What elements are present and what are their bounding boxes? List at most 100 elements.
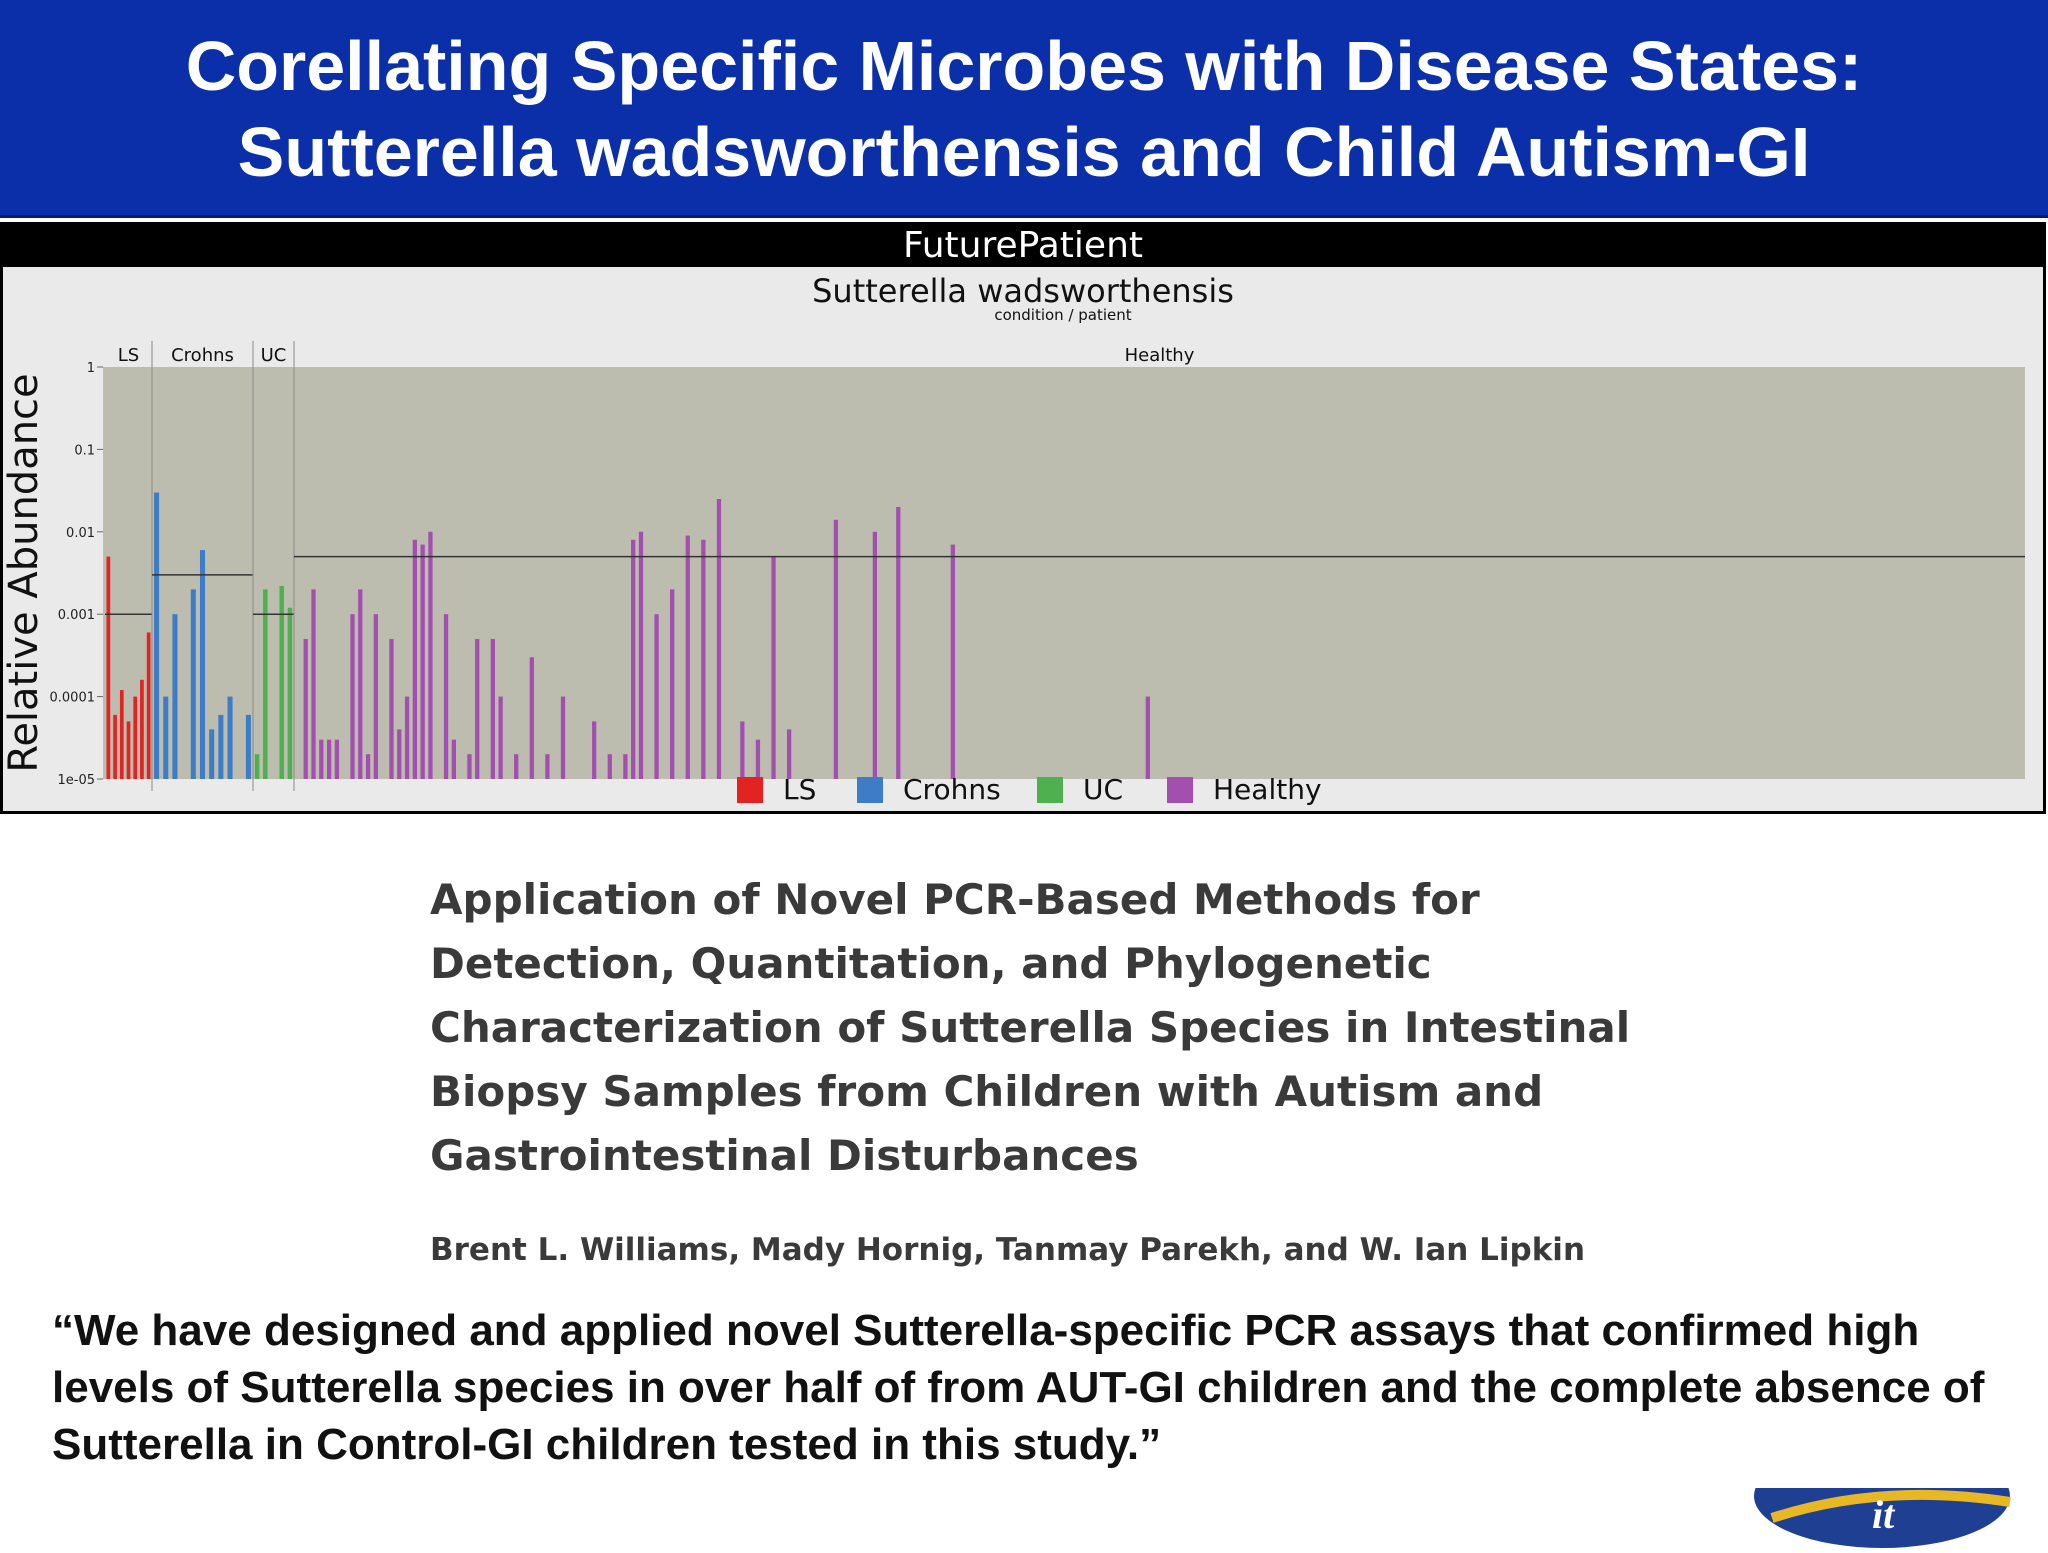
bar xyxy=(172,614,178,779)
paper-title-line: Application of Novel PCR-Based Methods f… xyxy=(430,875,1480,924)
legend-label: Crohns xyxy=(903,773,1001,806)
bar xyxy=(545,754,550,779)
bar xyxy=(389,639,394,779)
y-tick-label: 0.001 xyxy=(58,608,95,623)
paper-authors: Brent L. Williams, Mady Hornig, Tanmay P… xyxy=(430,1232,1586,1268)
bar xyxy=(771,556,776,779)
bar xyxy=(209,729,215,779)
y-tick-label: 1e-05 xyxy=(57,773,95,788)
bar xyxy=(365,754,371,779)
bar xyxy=(654,614,659,779)
bar xyxy=(412,539,418,779)
bar xyxy=(529,657,534,779)
bar xyxy=(685,535,690,779)
legend-swatch xyxy=(857,777,883,803)
bar xyxy=(607,754,612,779)
bar xyxy=(227,696,233,779)
bar xyxy=(451,739,456,779)
bar xyxy=(350,614,355,779)
bar xyxy=(475,639,480,779)
slide-title-line1: Corellating Specific Microbes with Disea… xyxy=(185,27,1863,105)
bar xyxy=(319,739,324,779)
bar xyxy=(623,754,628,779)
bar xyxy=(670,589,675,779)
bar xyxy=(833,519,839,779)
logo-text: it xyxy=(1872,1492,1896,1537)
bar xyxy=(199,550,206,779)
bar xyxy=(146,632,151,779)
y-axis-label: Relative Abundance xyxy=(3,373,47,772)
bar xyxy=(154,492,160,779)
paper-title-line: Detection, Quantitation, and Phylogeneti… xyxy=(430,939,1432,988)
bar xyxy=(740,721,745,779)
bar xyxy=(950,544,956,779)
bar xyxy=(218,714,224,779)
bar xyxy=(428,531,433,779)
bar xyxy=(560,696,566,779)
bar xyxy=(592,721,597,779)
facet-label: Crohns xyxy=(171,345,234,366)
facet-label: Healthy xyxy=(1125,345,1195,366)
bar xyxy=(638,531,644,779)
bar xyxy=(373,614,379,779)
bar xyxy=(514,754,519,779)
bar xyxy=(397,729,402,779)
bar xyxy=(263,589,268,779)
chart-subtitle: condition / patient xyxy=(994,306,1131,324)
bar xyxy=(326,739,332,779)
paper-title: Application of Novel PCR-Based Methods f… xyxy=(430,868,1730,1188)
bar xyxy=(404,696,410,779)
panel-header: FuturePatient xyxy=(3,225,2043,267)
bar xyxy=(126,721,131,779)
quote-text: “We have designed and applied novel Sutt… xyxy=(52,1306,1985,1469)
slide-title-line2: Sutterella wadsworthensis and Child Auti… xyxy=(237,113,1811,191)
bar xyxy=(113,714,117,779)
bar xyxy=(140,679,144,779)
paper-title-line: Biopsy Samples from Children with Autism… xyxy=(430,1067,1544,1116)
bar xyxy=(106,556,111,779)
bar xyxy=(133,696,138,779)
bar xyxy=(311,589,316,779)
bar xyxy=(163,696,169,779)
facet-label: UC xyxy=(261,345,287,366)
bar xyxy=(872,531,878,779)
bar xyxy=(279,585,284,779)
bar xyxy=(631,539,636,779)
bar xyxy=(119,690,124,779)
bar xyxy=(786,729,792,779)
bar xyxy=(490,639,495,779)
bar xyxy=(443,614,449,779)
legend-label: LS xyxy=(783,773,816,806)
bar xyxy=(701,539,706,779)
y-tick-label: 0.01 xyxy=(66,526,95,541)
legend-swatch xyxy=(1167,777,1193,803)
bar xyxy=(303,639,308,779)
it2-logo-icon: it xyxy=(1754,1488,2011,1548)
chart-title: Sutterella wadsworthensis xyxy=(812,272,1234,310)
legend-label: UC xyxy=(1083,773,1123,806)
bar xyxy=(190,589,196,779)
bar xyxy=(498,696,503,779)
y-tick-label: 0.0001 xyxy=(50,691,96,706)
legend-swatch xyxy=(737,777,763,803)
bar xyxy=(1145,696,1150,779)
paper-title-line: Characterization of Sutterella Species i… xyxy=(430,1003,1631,1052)
legend-label: Healthy xyxy=(1213,773,1322,806)
slide-header: Corellating Specific Microbes with Disea… xyxy=(0,0,2048,218)
bar xyxy=(755,739,761,779)
chart-panel: FuturePatient Sutterella wadsworthensis c… xyxy=(0,222,2046,814)
facet-label: LS xyxy=(118,345,139,366)
bar xyxy=(467,754,472,779)
bar xyxy=(254,754,260,779)
legend-swatch xyxy=(1037,777,1063,803)
bar xyxy=(334,739,340,779)
bar xyxy=(287,607,293,779)
bar xyxy=(420,544,425,779)
paper-title-line: Gastrointestinal Disturbances xyxy=(430,1131,1139,1180)
bar xyxy=(358,589,363,779)
y-tick-label: 1 xyxy=(87,361,95,376)
bar xyxy=(716,499,722,779)
bar xyxy=(896,506,901,779)
bar xyxy=(245,714,251,779)
